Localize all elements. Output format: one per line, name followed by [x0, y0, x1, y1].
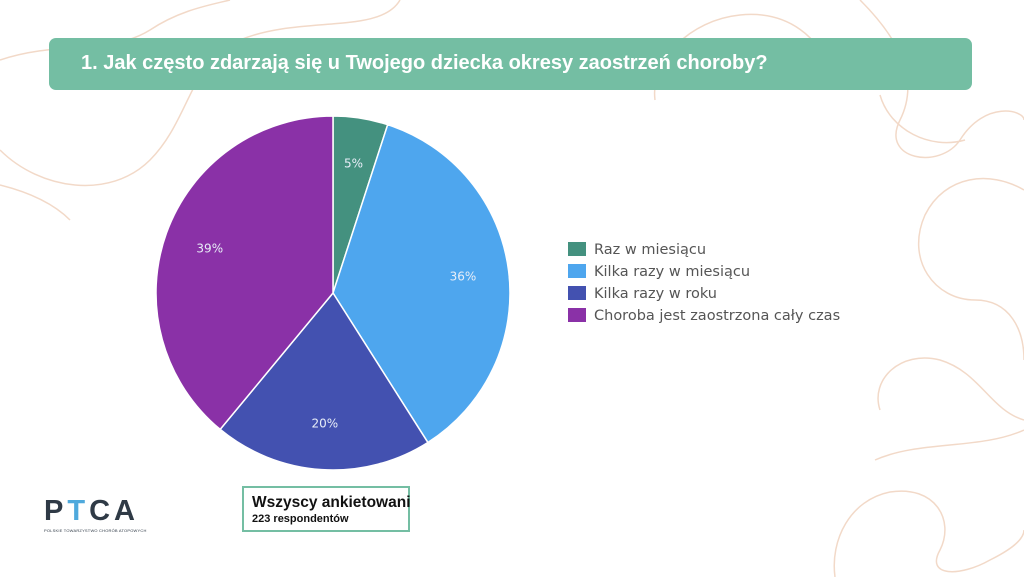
pie-slice-4 [155, 115, 334, 431]
pie-slice-2 [332, 123, 511, 444]
legend-swatch-1 [568, 242, 586, 256]
slice-label-1: 5% [344, 157, 363, 171]
logo-wordmark: PTCA [44, 495, 139, 527]
slice-label-4: 39% [196, 242, 223, 256]
legend-swatch-2 [568, 264, 586, 278]
legend-label-4: Choroba jest zaostrzona cały czas [594, 308, 840, 324]
logo-subtitle: POLSKIE TOWARZYSTWO CHORÓB ATOPOWYCH [44, 528, 147, 533]
legend-swatch-3 [568, 286, 586, 300]
slice-label-2: 36% [450, 270, 477, 284]
pie-slice-3 [219, 291, 429, 471]
title-banner: 1. Jak często zdarzają się u Twojego dzi… [49, 38, 972, 90]
legend-swatch-4 [568, 308, 586, 322]
ptca-logo: PTCA POLSKIE TOWARZYSTWO CHORÓB ATOPOWYC… [44, 496, 154, 538]
question-title: 1. Jak często zdarzają się u Twojego dzi… [81, 52, 768, 74]
legend-label-3: Kilka razy w roku [594, 286, 717, 302]
respondents-count: 223 respondentów [252, 513, 349, 525]
legend-label-1: Raz w miesiącu [594, 242, 706, 258]
respondents-box: Wszyscy ankietowani 223 respondentów [242, 486, 411, 532]
legend-label-2: Kilka razy w miesiącu [594, 264, 750, 280]
slice-label-3: 20% [311, 417, 338, 431]
respondents-label: Wszyscy ankietowani [252, 494, 411, 511]
